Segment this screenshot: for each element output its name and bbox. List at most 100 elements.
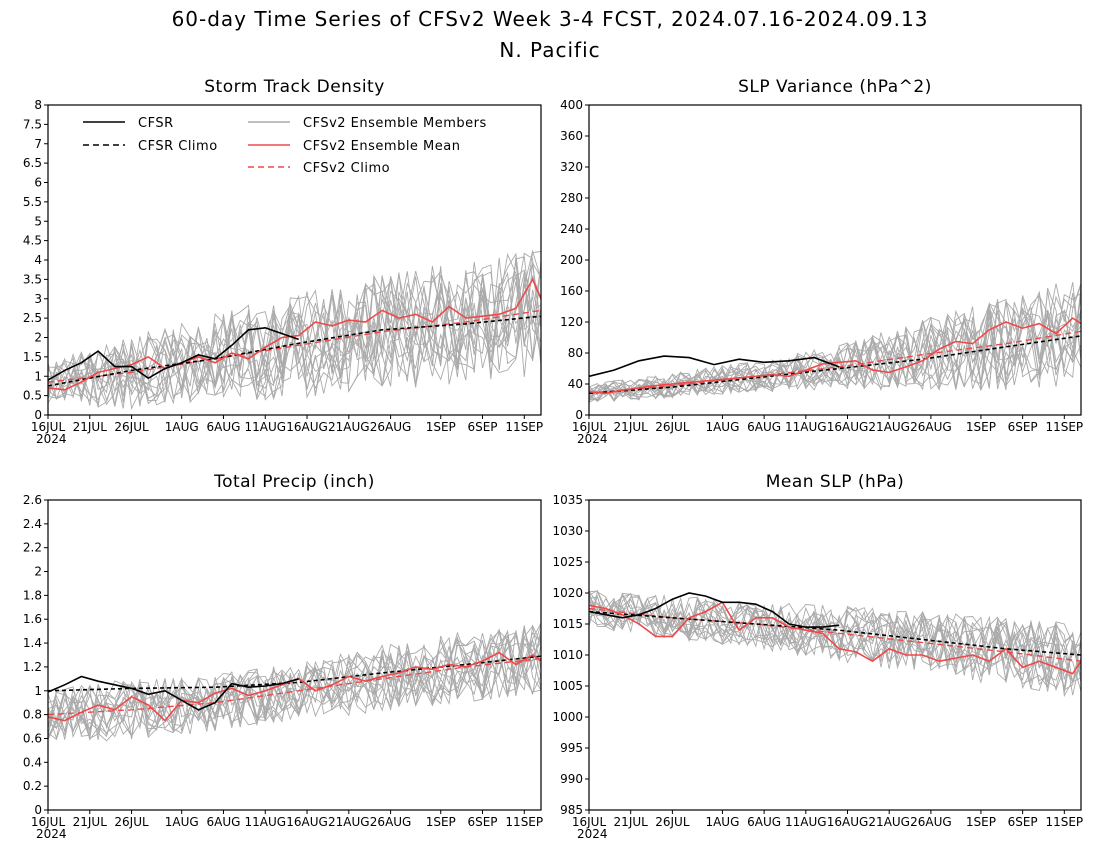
- x-tick-label: 1AUG: [705, 420, 739, 434]
- ensemble-member-line: [588, 592, 1082, 688]
- y-tick-label: 360: [560, 129, 583, 143]
- series-line-ens-mean: [47, 277, 542, 391]
- x-tick-label: 11SEP: [505, 815, 543, 829]
- ensemble-member-line: [47, 636, 542, 740]
- y-tick-label: 2: [34, 565, 42, 579]
- x-tick-label: 11SEP: [1045, 815, 1083, 829]
- x-tick-label: 1SEP: [966, 815, 996, 829]
- x-tick-label: 21AUG: [328, 815, 370, 829]
- y-tick-label: 6: [34, 176, 42, 190]
- ensemble-member-line: [47, 630, 542, 732]
- y-tick-label: 0.4: [23, 755, 42, 769]
- x-tick-label: 1AUG: [165, 420, 199, 434]
- x-tick-label: 21JUL: [614, 420, 649, 434]
- y-tick-label: 160: [560, 284, 583, 298]
- y-tick-label: 0: [34, 408, 42, 422]
- y-tick-label: 4: [34, 253, 42, 267]
- x-tick-label: 26JUL: [655, 420, 690, 434]
- figure-subtitle: N. Pacific: [499, 38, 600, 62]
- ensemble-member-line: [588, 592, 1082, 692]
- y-tick-label: 1: [34, 684, 42, 698]
- x-tick-label: 16JUL: [572, 420, 607, 434]
- ensemble-member-line: [47, 252, 542, 405]
- x-tick-label: 1AUG: [705, 815, 739, 829]
- y-tick-label: 990: [560, 772, 583, 786]
- ensemble-member-line: [47, 630, 542, 738]
- ensemble-member-line: [588, 295, 1082, 401]
- y-tick-label: 1000: [552, 710, 583, 724]
- legend-label-members: CFSv2 Ensemble Members: [303, 116, 487, 131]
- x-tick-label: 1AUG: [165, 815, 199, 829]
- y-tick-label: 0.2: [23, 779, 42, 793]
- y-tick-label: 4.5: [23, 234, 42, 248]
- x-year-label: 2024: [36, 827, 67, 841]
- y-tick-label: 2: [34, 331, 42, 345]
- y-tick-label: 120: [560, 315, 583, 329]
- x-year-label: 2024: [577, 432, 608, 446]
- x-tick-label: 21AUG: [868, 420, 910, 434]
- y-tick-label: 280: [560, 191, 583, 205]
- panel-slp-variance: SLP Variance (hPa^2) 0 40 80 120 160 200 240 280…: [560, 77, 1083, 446]
- y-tick-label: 6.5: [23, 156, 42, 170]
- x-tick-label: 16JUL: [31, 815, 66, 829]
- x-year-label: 2024: [577, 827, 608, 841]
- panel-storm-track-density: Storm Track Density 0 0.5 1 1.5 2 2.5 3 3.5 4 4.5 5…: [23, 77, 543, 446]
- ensemble-member-line: [588, 294, 1082, 397]
- x-tick-label: 11AUG: [244, 815, 286, 829]
- legend: CFSR CFSR Climo CFSv2 Ensemble Members CFSv…: [83, 116, 487, 176]
- plot-frame: [47, 499, 542, 811]
- x-tick-label: 11SEP: [505, 420, 543, 434]
- y-tick-label: 200: [560, 253, 583, 267]
- x-tick-label: 26JUL: [114, 815, 149, 829]
- x-tick-label: 21JUL: [73, 815, 108, 829]
- x-tick-label: 11SEP: [1045, 420, 1083, 434]
- x-tick-label: 16JUL: [572, 815, 607, 829]
- y-tick-label: 1.4: [23, 636, 42, 650]
- x-tick-label: 11AUG: [244, 420, 286, 434]
- x-tick-label: 16AUG: [827, 420, 869, 434]
- x-tick-label: 1SEP: [426, 420, 456, 434]
- ensemble-members: [47, 249, 542, 410]
- x-tick-label: 21AUG: [328, 420, 370, 434]
- ensemble-member-line: [47, 624, 542, 734]
- y-tick-label: 995: [560, 741, 583, 755]
- y-tick-label: 8: [34, 98, 42, 112]
- legend-label-cfsv2-climo: CFSv2 Climo: [303, 161, 390, 176]
- x-tick-label: 6SEP: [467, 815, 497, 829]
- y-tick-label: 3: [34, 292, 42, 306]
- x-tick-label: 16JUL: [31, 420, 66, 434]
- x-tick-label: 26AUG: [370, 815, 412, 829]
- x-tick-label: 6AUG: [207, 815, 241, 829]
- x-tick-label: 26JUL: [655, 815, 690, 829]
- series-line-cfsr: [588, 355, 840, 378]
- y-tick-label: 0: [575, 408, 583, 422]
- y-tick-label: 1005: [552, 679, 583, 693]
- ensemble-member-line: [47, 632, 542, 742]
- x-tick-label: 21JUL: [73, 420, 108, 434]
- x-tick-label: 26AUG: [910, 815, 952, 829]
- x-tick-label: 11AUG: [785, 815, 827, 829]
- y-tick-label: 1025: [552, 555, 583, 569]
- x-year-label: 2024: [36, 432, 67, 446]
- series-line-cfsr: [588, 592, 840, 628]
- figure-title: 60-day Time Series of CFSv2 Week 3-4 FCS…: [172, 7, 929, 31]
- ensemble-member-line: [588, 593, 1082, 683]
- ensemble-member-line: [47, 256, 542, 403]
- y-tick-label: 2.2: [23, 541, 42, 555]
- x-tick-label: 6AUG: [207, 420, 241, 434]
- y-tick-label: 0.6: [23, 731, 42, 745]
- y-tick-label: 240: [560, 222, 583, 236]
- ensemble-member-line: [588, 290, 1082, 401]
- y-tick-label: 7.5: [23, 117, 42, 131]
- y-tick-label: 0: [34, 803, 42, 817]
- ensemble-member-line: [588, 598, 1082, 694]
- y-tick-label: 320: [560, 160, 583, 174]
- ensemble-member-line: [47, 622, 542, 740]
- y-tick-label: 5.5: [23, 195, 42, 209]
- legend-label-ens-mean: CFSv2 Ensemble Mean: [303, 139, 460, 154]
- ensemble-members: [588, 589, 1082, 698]
- ensemble-member-line: [47, 257, 542, 400]
- y-tick-label: 1.8: [23, 588, 42, 602]
- series-line-cfsr-climo: [47, 315, 542, 387]
